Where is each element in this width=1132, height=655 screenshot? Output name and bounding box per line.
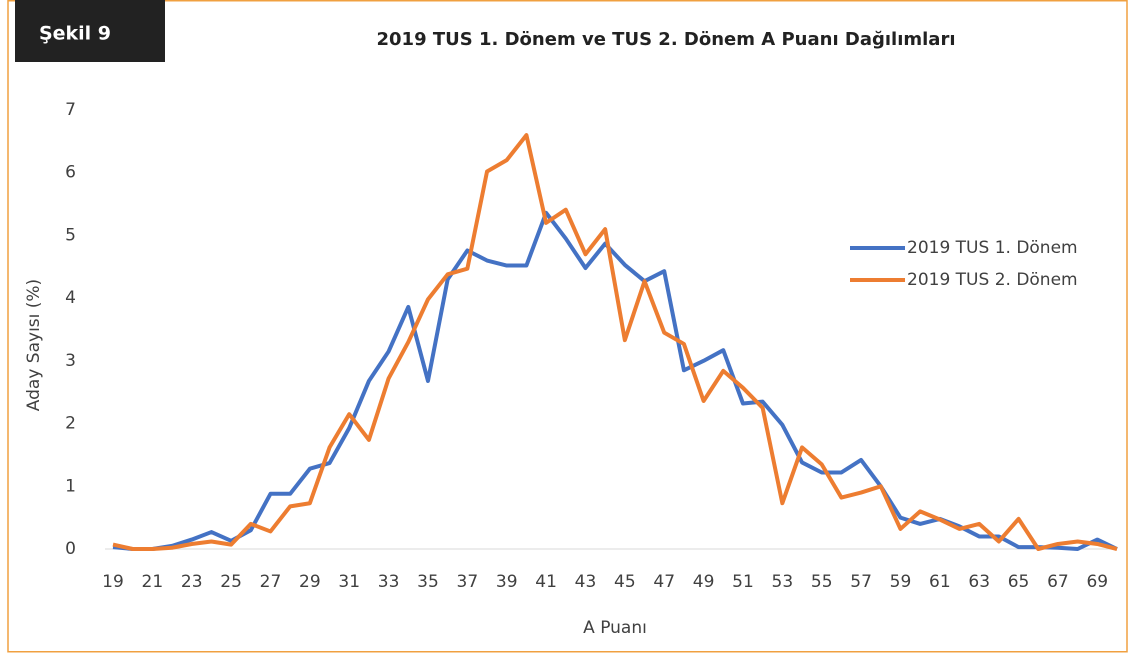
x-tick-label: 63 bbox=[968, 572, 990, 592]
y-tick-label: 3 bbox=[65, 351, 76, 371]
x-tick-label: 41 bbox=[535, 572, 557, 592]
y-tick-label: 2 bbox=[65, 414, 76, 434]
x-tick-label: 27 bbox=[260, 572, 282, 592]
x-tick-label: 45 bbox=[614, 572, 636, 592]
x-tick-label: 43 bbox=[575, 572, 597, 592]
x-tick-label: 67 bbox=[1047, 572, 1069, 592]
x-tick-label: 37 bbox=[457, 572, 479, 592]
series-line bbox=[112, 133, 1118, 551]
y-tick-label: 0 bbox=[65, 539, 76, 559]
x-tick-label: 31 bbox=[338, 572, 360, 592]
x-tick-label: 69 bbox=[1086, 572, 1108, 592]
x-tick-label: 39 bbox=[496, 572, 518, 592]
x-tick-label: 53 bbox=[772, 572, 794, 592]
y-tick-label: 6 bbox=[65, 163, 76, 183]
y-tick-label: 5 bbox=[65, 225, 76, 245]
y-axis-label: Aday Sayısı (%) bbox=[24, 279, 44, 411]
chart-title: 2019 TUS 1. Dönem ve TUS 2. Dönem A Puan… bbox=[377, 29, 956, 50]
frame bbox=[7, 0, 1128, 653]
x-tick-label: 59 bbox=[890, 572, 912, 592]
x-tick-label: 21 bbox=[142, 572, 164, 592]
x-tick-label: 47 bbox=[653, 572, 675, 592]
x-tick-label: 65 bbox=[1008, 572, 1030, 592]
legend-label: 2019 TUS 2. Dönem bbox=[907, 270, 1078, 290]
y-tick-label: 4 bbox=[65, 288, 76, 308]
figure-label: Şekil 9 bbox=[39, 23, 111, 45]
x-tick-label: 33 bbox=[378, 572, 400, 592]
x-tick-label: 57 bbox=[850, 572, 872, 592]
x-tick-label: 25 bbox=[220, 572, 242, 592]
x-tick-label: 55 bbox=[811, 572, 833, 592]
y-tick-label: 1 bbox=[65, 476, 76, 496]
series-line bbox=[112, 210, 1118, 551]
x-tick-label: 51 bbox=[732, 572, 754, 592]
x-tick-label: 35 bbox=[417, 572, 439, 592]
x-tick-label: 61 bbox=[929, 572, 951, 592]
x-tick-label: 19 bbox=[102, 572, 124, 592]
y-tick-label: 7 bbox=[65, 100, 76, 120]
x-axis-label: A Puanı bbox=[583, 618, 647, 638]
x-tick-label: 49 bbox=[693, 572, 715, 592]
x-tick-label: 23 bbox=[181, 572, 203, 592]
legend-label: 2019 TUS 1. Dönem bbox=[907, 238, 1078, 258]
x-tick-label: 29 bbox=[299, 572, 321, 592]
figure-label-box bbox=[15, 0, 165, 62]
